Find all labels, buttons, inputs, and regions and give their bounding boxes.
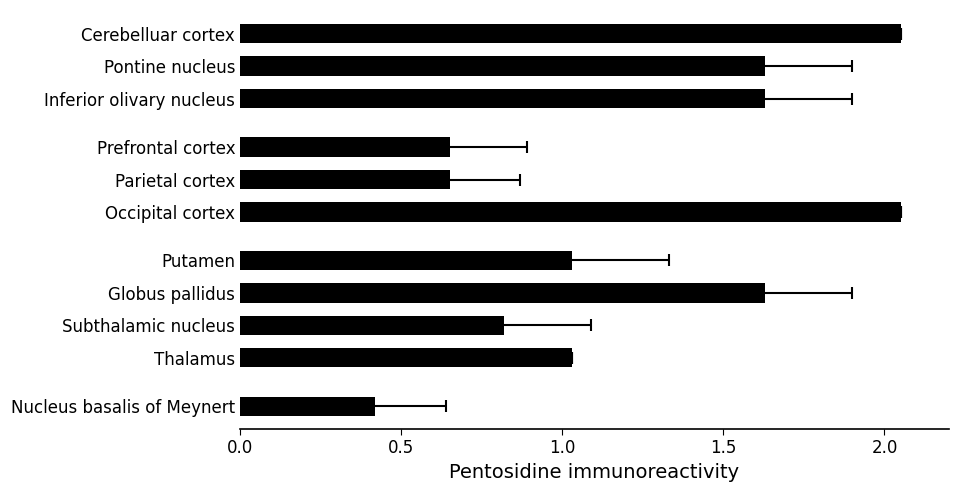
Bar [240,396,375,416]
Bar [240,24,900,43]
Bar [240,138,449,157]
Bar [240,283,765,303]
X-axis label: Pentosidine immunoreactivity: Pentosidine immunoreactivity [449,463,739,482]
Bar [240,89,765,108]
Bar [240,316,504,335]
Bar [240,202,900,222]
Bar [240,57,765,76]
Bar [240,348,572,367]
Bar [240,170,449,189]
Bar [240,251,572,270]
